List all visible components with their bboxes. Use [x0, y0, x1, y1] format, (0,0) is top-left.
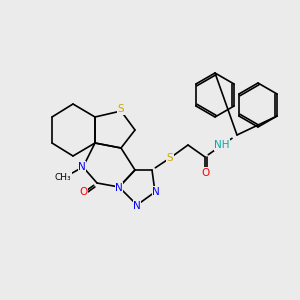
- Text: S: S: [167, 153, 173, 163]
- Text: O: O: [79, 187, 87, 197]
- Text: N: N: [78, 162, 86, 172]
- Text: N: N: [152, 187, 160, 197]
- Text: O: O: [202, 168, 210, 178]
- Text: N: N: [115, 183, 123, 193]
- Text: CH₃: CH₃: [55, 172, 71, 182]
- Text: NH: NH: [214, 140, 230, 150]
- Text: N: N: [133, 201, 141, 211]
- Text: S: S: [118, 104, 124, 114]
